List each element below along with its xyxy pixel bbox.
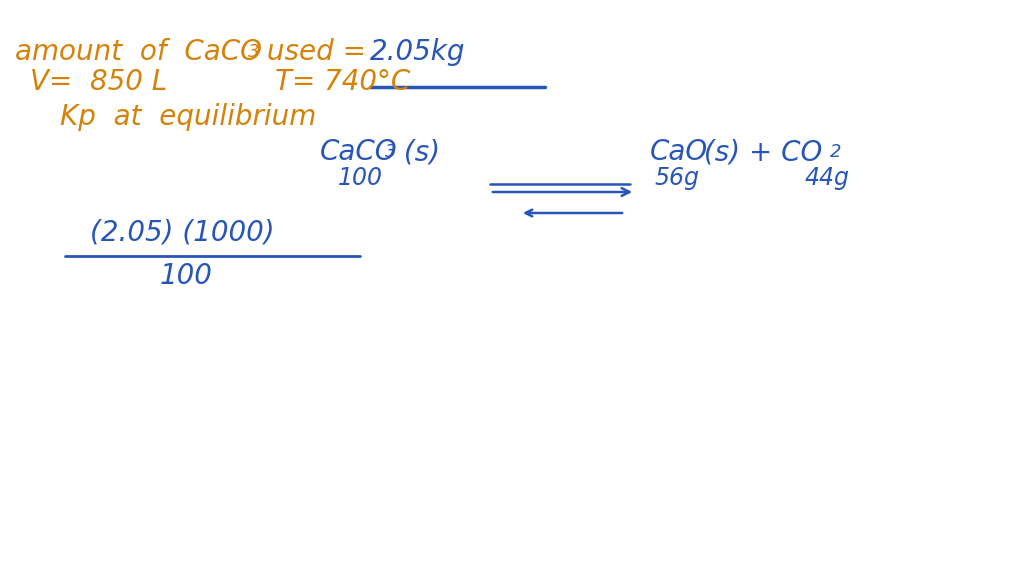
Text: amount  of  CaCO: amount of CaCO bbox=[15, 38, 262, 66]
Text: (s) + CO: (s) + CO bbox=[695, 138, 822, 166]
Text: 2: 2 bbox=[830, 143, 842, 161]
Text: Kp  at  equilibrium: Kp at equilibrium bbox=[60, 103, 316, 131]
Text: V=  850 L: V= 850 L bbox=[30, 68, 167, 96]
Text: 44g: 44g bbox=[805, 166, 850, 190]
Text: 2.05kg: 2.05kg bbox=[370, 38, 466, 66]
Text: 100: 100 bbox=[160, 262, 213, 290]
Text: CaO: CaO bbox=[650, 138, 709, 166]
Text: used =: used = bbox=[258, 38, 375, 66]
Text: (2.05) (1000): (2.05) (1000) bbox=[90, 218, 274, 246]
Text: 56g: 56g bbox=[655, 166, 700, 190]
Text: 100: 100 bbox=[338, 166, 383, 190]
Text: (s): (s) bbox=[395, 138, 440, 166]
Text: CaCO: CaCO bbox=[319, 138, 397, 166]
Text: 3: 3 bbox=[385, 143, 396, 161]
Text: 3: 3 bbox=[248, 43, 259, 61]
Text: T= 740°C: T= 740°C bbox=[275, 68, 411, 96]
